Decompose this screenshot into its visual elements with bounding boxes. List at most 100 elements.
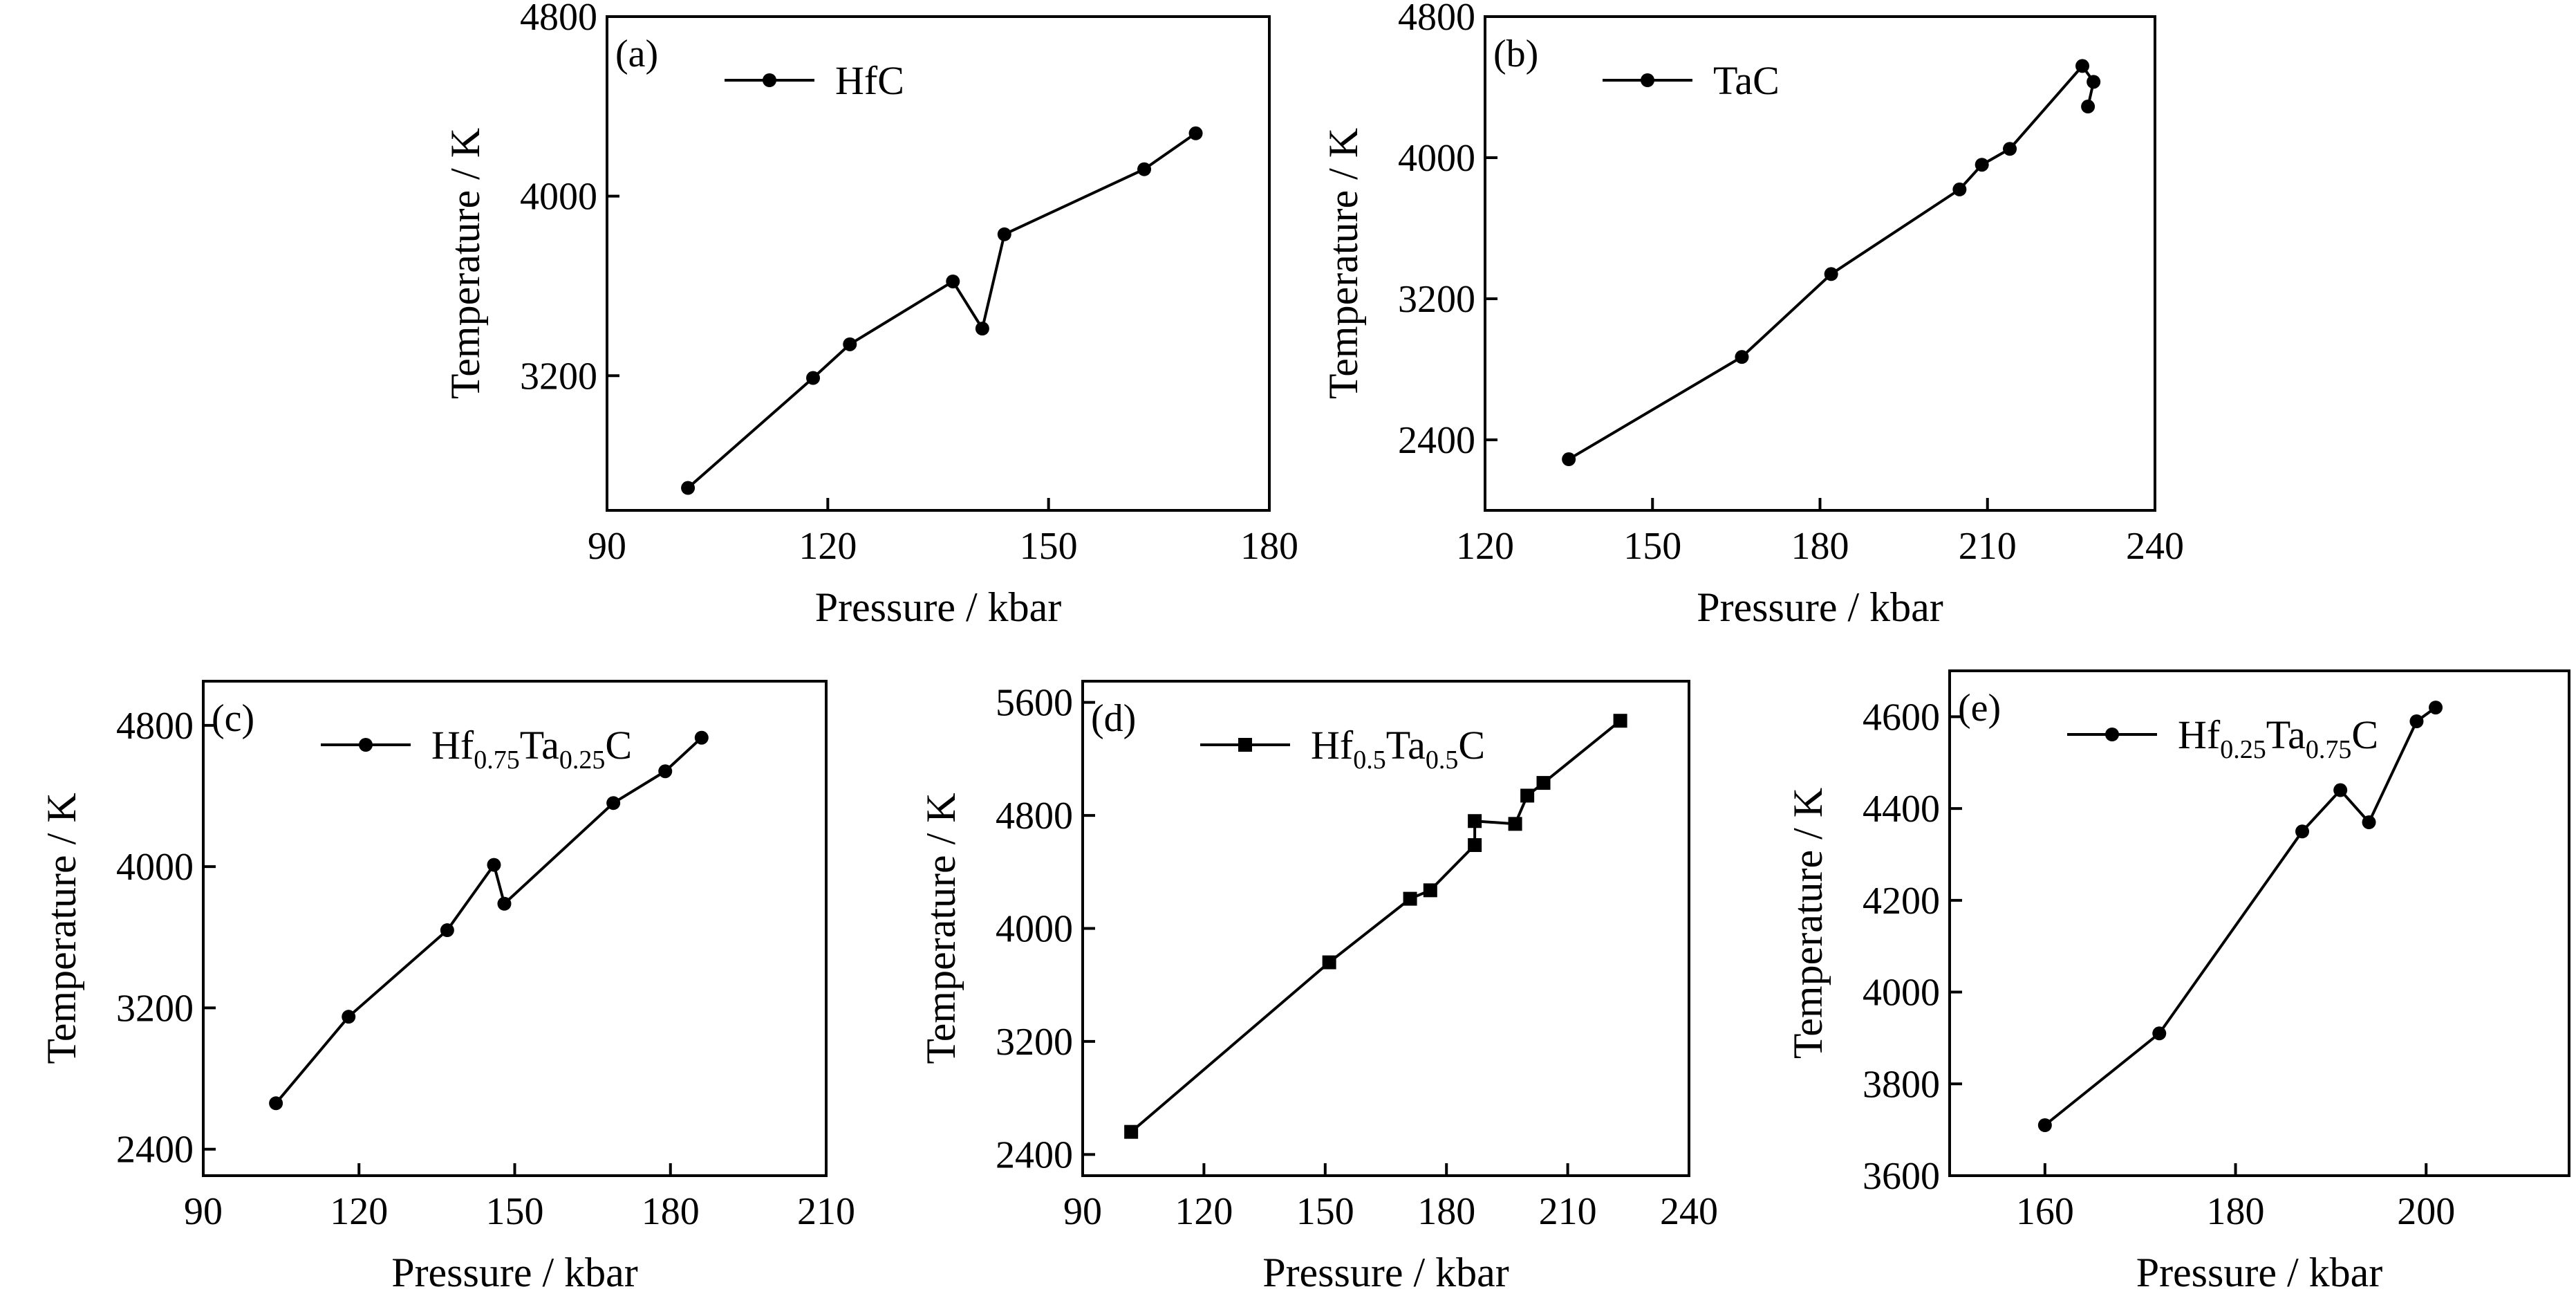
y-tick-label: 3800 [1863, 1063, 1940, 1106]
series-line [687, 132, 1197, 490]
x-tick-label: 180 [1240, 525, 1298, 568]
data-point [1520, 788, 1535, 803]
legend-label-part: Hf [431, 723, 474, 768]
series-line [1130, 719, 1621, 1133]
x-tick-label: 150 [1020, 525, 1078, 568]
x-tick-label: 120 [1456, 525, 1514, 568]
data-point [2333, 783, 2348, 797]
data-point [2429, 701, 2443, 715]
data-point [497, 896, 512, 911]
data-point [2081, 100, 2096, 114]
data-point [1468, 814, 1482, 828]
data-point [1562, 452, 1576, 467]
legend-label-part: Hf [2178, 712, 2221, 757]
data-point [1322, 955, 1336, 970]
y-tick-label: 4000 [996, 908, 1073, 951]
x-tick-label: 150 [486, 1190, 544, 1233]
data-point [1735, 350, 1749, 364]
legend-label: Hf0.5Ta0.5C [1311, 723, 1485, 775]
y-tick-label: 4200 [1863, 880, 1940, 923]
x-tick-label: 210 [797, 1190, 855, 1233]
chart-panel: 90 120 150 180 210 2400 3200 4000 4800 Pressure /… [39, 680, 855, 1295]
chart-panel: 90 120 150 180 210 240 2400 3200 4000 4800 5600 Pre… [918, 680, 1718, 1295]
y-tick-label: 3200 [116, 987, 194, 1030]
x-tick-label: 180 [2207, 1190, 2265, 1233]
panel-tag: (a) [615, 33, 658, 75]
legend-label: TaC [1713, 58, 1780, 103]
legend-marker [763, 73, 776, 87]
x-tick-label: 210 [1539, 1190, 1597, 1233]
data-point [1423, 883, 1437, 898]
legend-marker [1238, 738, 1252, 752]
y-axis-title: Temperature / K [1785, 788, 1831, 1059]
data-point [1536, 776, 1551, 790]
panel-tag: (c) [212, 697, 254, 740]
data-point [1613, 714, 1627, 728]
y-axis-title: Temperature / K [39, 793, 84, 1064]
x-tick-label: 240 [1660, 1190, 1718, 1233]
data-point [2152, 1026, 2167, 1041]
data-point [2295, 824, 2310, 839]
plot-frame [1484, 15, 2156, 512]
legend-marker [359, 738, 373, 752]
y-tick-label: 4800 [996, 795, 1073, 837]
y-tick-label: 4600 [1863, 696, 1940, 739]
legend-label: HfC [835, 58, 904, 103]
y-tick-label: 3200 [520, 355, 597, 398]
data-point [342, 1010, 356, 1024]
legend-marker [1641, 73, 1654, 87]
panel-tag: (b) [1493, 33, 1538, 75]
data-point [440, 923, 454, 938]
data-point [681, 481, 696, 495]
data-point [2037, 1118, 2052, 1132]
legend-label-part: C [605, 723, 632, 768]
data-point [997, 227, 1011, 241]
y-tick-label: 4800 [520, 0, 597, 39]
data-point [843, 337, 857, 351]
data-point [2409, 714, 2424, 728]
legend-label: Hf0.25Ta0.75C [2178, 712, 2378, 764]
legend-label-part: 0.25 [2220, 735, 2266, 764]
legend-label-part: Hf [1311, 723, 1354, 768]
legend-label-part: 0.25 [559, 746, 606, 775]
legend-label-part: Ta [1386, 723, 1426, 768]
x-tick-label: 120 [330, 1190, 388, 1233]
y-tick-label: 4000 [1863, 972, 1940, 1015]
legend-marker [2105, 728, 2119, 741]
panel-tag: (d) [1091, 697, 1136, 740]
chart-panel: 90 120 150 180 3200 4000 4800 Pressure / kbar Te… [442, 0, 1298, 630]
legend-label-part: Ta [2266, 712, 2306, 757]
plot-frame [1948, 669, 2570, 1177]
data-point [975, 322, 989, 336]
x-axis-title: Pressure / kbar [391, 1250, 638, 1295]
x-tick-label: 210 [1959, 525, 2017, 568]
data-point [1124, 1124, 1139, 1139]
legend-label-part: HfC [835, 58, 904, 103]
x-tick-label: 120 [1175, 1190, 1233, 1233]
chart-panel: 160 180 200 3600 3800 4000 4200 4400 4600 Pressur… [1785, 669, 2570, 1295]
legend-label-part: 0.75 [2306, 735, 2352, 764]
data-point [2075, 59, 2090, 73]
data-point [1188, 126, 1203, 140]
data-point [2087, 75, 2101, 89]
data-point [1975, 158, 1989, 172]
chart-panel: 120 150 180 210 240 2400 3200 4000 4800 Pressure … [1320, 0, 2184, 630]
series-line [1568, 64, 2096, 461]
legend-label-part: TaC [1713, 58, 1780, 103]
data-point [2003, 142, 2017, 156]
y-axis-title: Temperature / K [442, 128, 488, 399]
legend-label-part: 0.5 [1426, 746, 1459, 775]
y-tick-label: 2400 [996, 1133, 1073, 1176]
x-axis-title: Pressure / kbar [815, 584, 1062, 630]
x-tick-label: 150 [1623, 525, 1681, 568]
data-point [1468, 837, 1482, 852]
y-tick-label: 3200 [996, 1021, 1073, 1064]
y-axis-title: Temperature / K [918, 793, 964, 1064]
y-tick-label: 2400 [1398, 419, 1475, 462]
data-point [1508, 817, 1522, 831]
panel-tag: (e) [1958, 687, 2001, 730]
x-tick-label: 200 [2397, 1190, 2455, 1233]
legend-label: Hf0.75Ta0.25C [431, 723, 632, 775]
y-tick-label: 3600 [1863, 1155, 1940, 1198]
